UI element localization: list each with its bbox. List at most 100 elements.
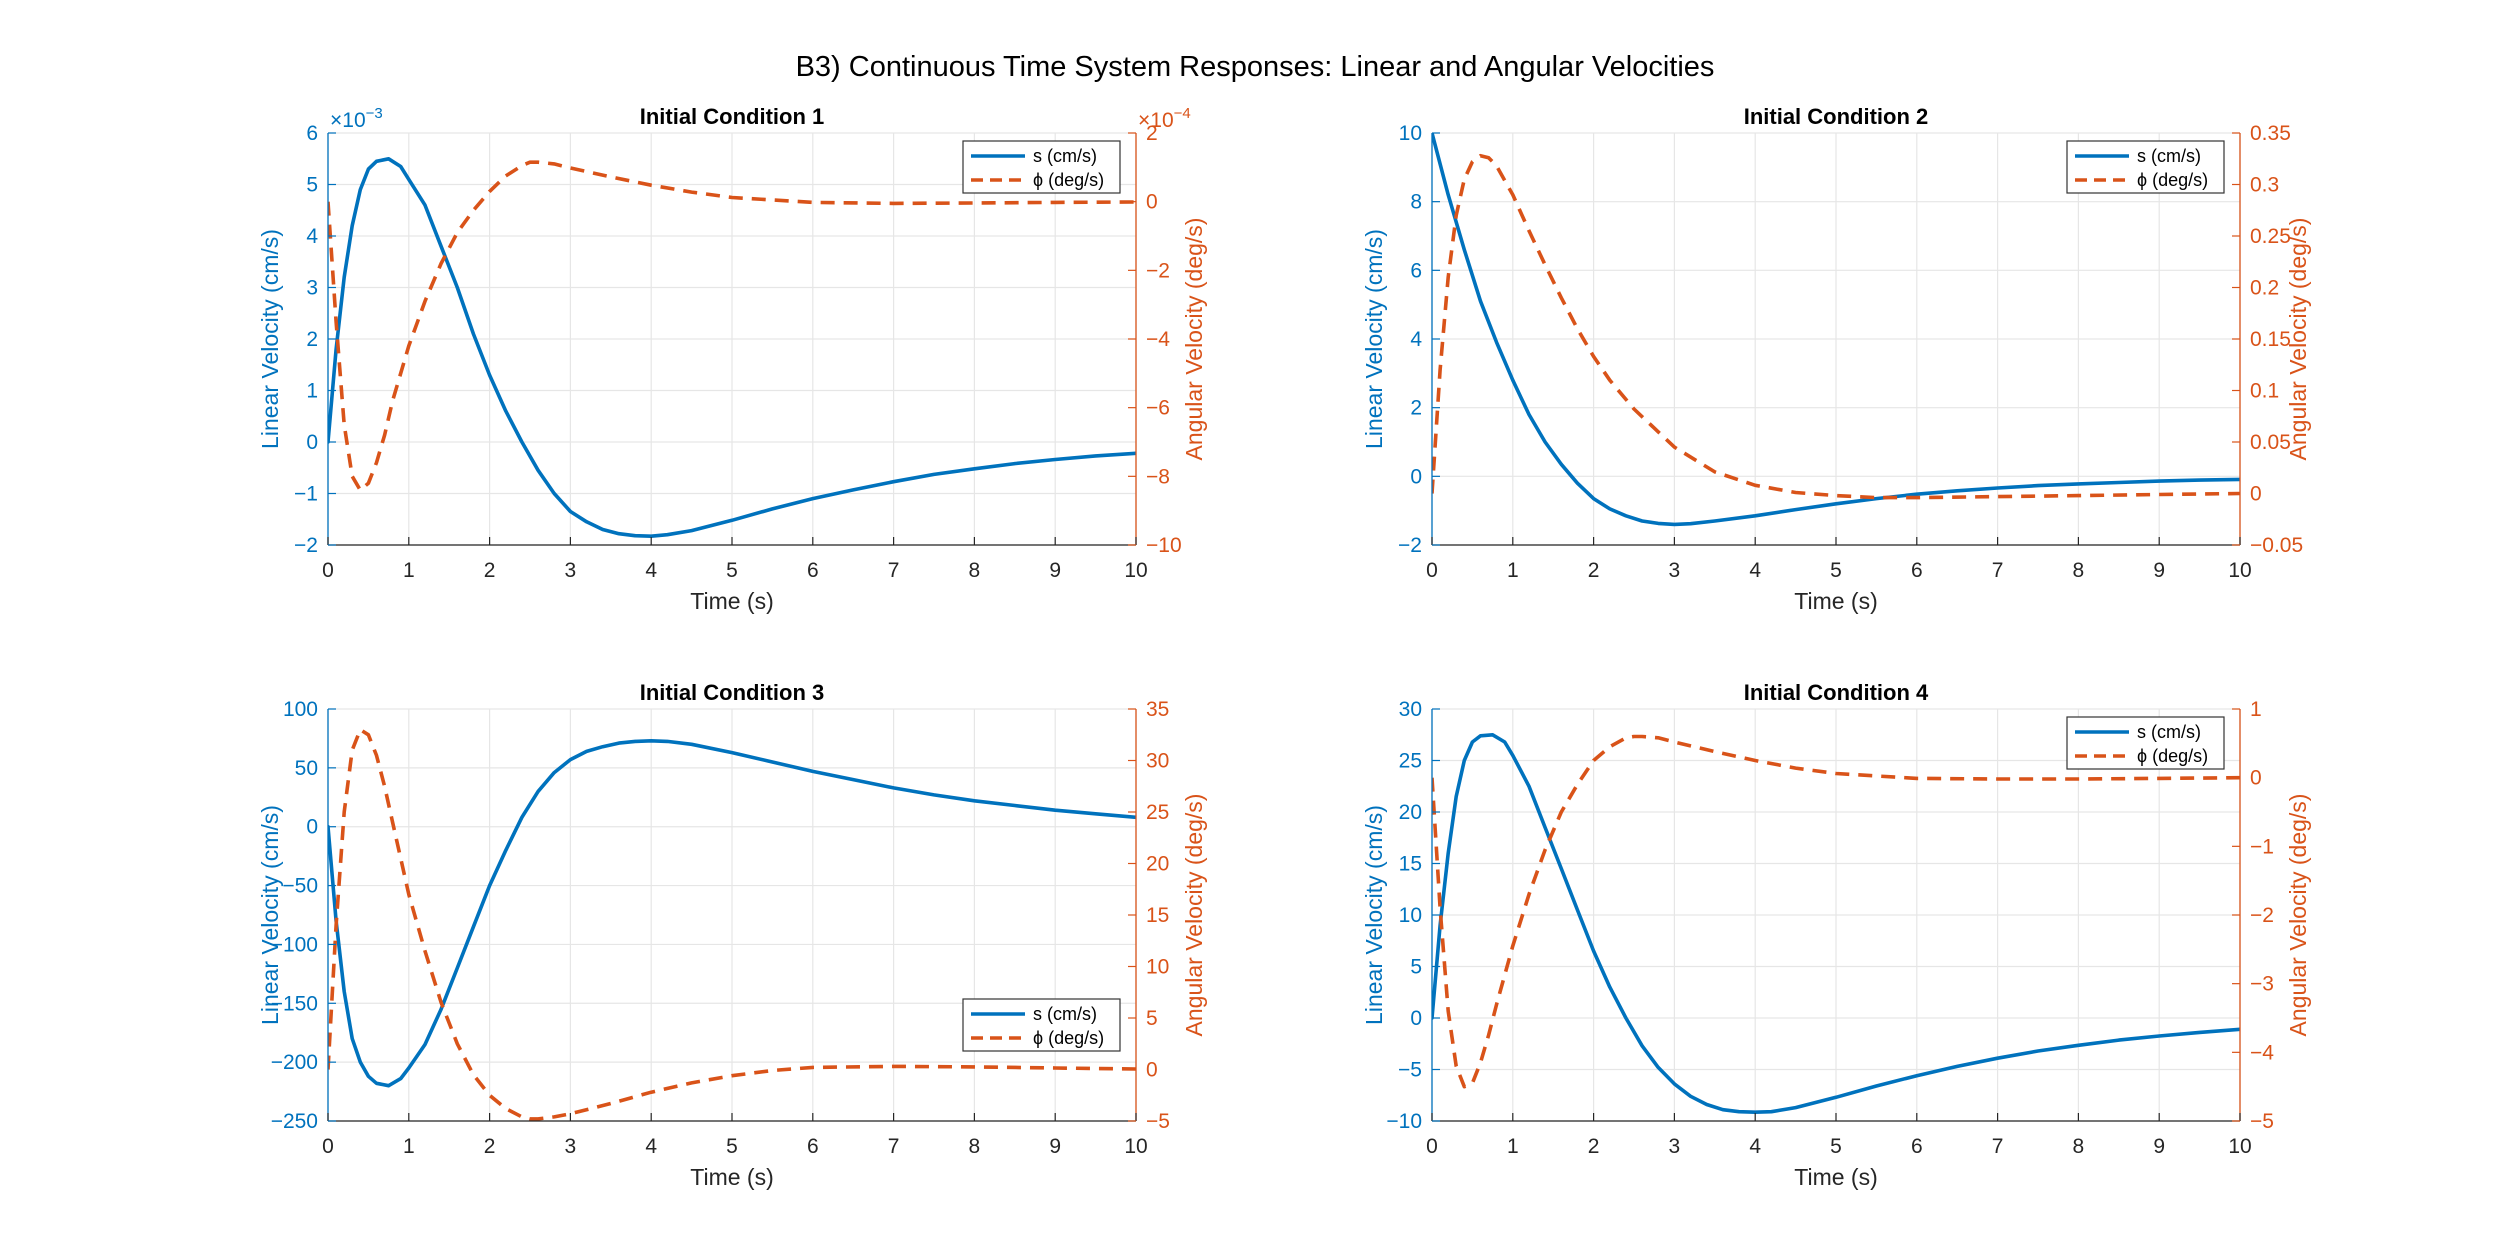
left-y-axis-label: Linear Velocity (cm/s) bbox=[257, 805, 283, 1025]
right-y-tick-label: 35 bbox=[1146, 698, 1169, 721]
left-y-tick-label: −2 bbox=[1398, 534, 1422, 557]
legend: s (cm/s) ϕ (deg/s) bbox=[2066, 140, 2225, 194]
right-y-tick-label: 0 bbox=[2250, 483, 2262, 506]
left-y-tick-label: 50 bbox=[295, 757, 318, 780]
right-y-tick-label: 2 bbox=[1146, 122, 1158, 145]
left-y-tick-label: −150 bbox=[271, 992, 318, 1015]
figure-title: B3) Continuous Time System Responses: Li… bbox=[796, 51, 1715, 83]
legend-label: s (cm/s) bbox=[2137, 722, 2201, 742]
exponent-base: ×10 bbox=[330, 109, 366, 132]
left-y-tick-label: 25 bbox=[1399, 750, 1422, 773]
x-tick-label: 10 bbox=[1124, 559, 1147, 582]
left-y-tick-label: 10 bbox=[1399, 122, 1422, 145]
legend-label: s (cm/s) bbox=[2137, 146, 2201, 166]
subplot-title: Initial Condition 2 bbox=[1744, 104, 1929, 129]
left-y-tick-label: 10 bbox=[1399, 904, 1422, 927]
legend-label: ϕ (deg/s) bbox=[2137, 746, 2208, 766]
left-y-tick-label: −1 bbox=[294, 483, 318, 506]
x-tick-label: 0 bbox=[322, 1135, 334, 1158]
x-tick-label: 9 bbox=[1049, 1135, 1061, 1158]
x-tick-label: 10 bbox=[2228, 559, 2251, 582]
right-y-tick-label: 0.3 bbox=[2250, 174, 2279, 197]
left-y-tick-label: 30 bbox=[1399, 698, 1422, 721]
left-y-tick-label: 3 bbox=[306, 277, 318, 300]
subplot-2: 0 1 2 3 4 5 6 7 8 9 10−20246810−0.0500.050.10.150.… bbox=[1361, 104, 2311, 614]
x-tick-label: 7 bbox=[888, 559, 900, 582]
x-tick-label: 6 bbox=[807, 559, 819, 582]
right-y-axis-label: Angular Velocity (deg/s) bbox=[1181, 794, 1207, 1037]
x-tick-label: 1 bbox=[1507, 1135, 1519, 1158]
left-y-tick-label: −50 bbox=[282, 875, 318, 898]
right-y-tick-label: −5 bbox=[2250, 1110, 2274, 1133]
left-y-tick-label: −10 bbox=[1386, 1110, 1422, 1133]
angular-velocity-line bbox=[1432, 734, 2240, 1089]
x-tick-label: 9 bbox=[2153, 1135, 2165, 1158]
left-y-tick-label: 6 bbox=[1410, 259, 1422, 282]
right-y-tick-label: 0 bbox=[1146, 191, 1158, 214]
angular-velocity-line bbox=[1432, 153, 2240, 500]
x-tick-label: 1 bbox=[1507, 559, 1519, 582]
legend-box bbox=[962, 998, 1121, 1052]
angular-velocity-line bbox=[328, 727, 1136, 1121]
legend-label: s (cm/s) bbox=[1033, 1004, 1097, 1024]
x-tick-label: 0 bbox=[1426, 559, 1438, 582]
x-tick-label: 0 bbox=[322, 559, 334, 582]
right-axis-exponent: ×10−4 bbox=[1138, 105, 1191, 132]
x-tick-label: 3 bbox=[1669, 559, 1681, 582]
right-y-tick-label: −5 bbox=[1146, 1110, 1170, 1133]
x-tick-label: 8 bbox=[969, 559, 981, 582]
right-y-tick-label: 0.25 bbox=[2250, 225, 2291, 248]
left-y-tick-label: 1 bbox=[306, 380, 318, 403]
linear-velocity-line bbox=[328, 157, 1136, 539]
x-tick-label: 0 bbox=[1426, 1135, 1438, 1158]
right-y-tick-label: 20 bbox=[1146, 853, 1169, 876]
legend: s (cm/s) ϕ (deg/s) bbox=[2066, 716, 2225, 770]
x-axis-label: Time (s) bbox=[690, 588, 773, 614]
subplots: 0 1 2 3 4 5 6 7 8 9 10−2−10123456−10−8−6−4−202×10−… bbox=[257, 104, 2311, 1190]
legend-label: ϕ (deg/s) bbox=[2137, 170, 2208, 190]
left-y-tick-label: −5 bbox=[1398, 1059, 1422, 1082]
x-tick-label: 7 bbox=[888, 1135, 900, 1158]
left-y-axis-label: Linear Velocity (cm/s) bbox=[1361, 805, 1387, 1025]
x-tick-label: 7 bbox=[1992, 1135, 2004, 1158]
x-tick-label: 10 bbox=[1124, 1135, 1147, 1158]
right-y-tick-label: −1 bbox=[2250, 835, 2274, 858]
right-y-axis-label: Angular Velocity (deg/s) bbox=[2285, 794, 2311, 1037]
legend-label: ϕ (deg/s) bbox=[1033, 1028, 1104, 1048]
x-tick-label: 5 bbox=[726, 559, 738, 582]
left-y-tick-label: −2 bbox=[294, 534, 318, 557]
left-y-tick-label: 6 bbox=[306, 122, 318, 145]
right-y-tick-label: 0.35 bbox=[2250, 122, 2291, 145]
right-y-tick-label: 25 bbox=[1146, 801, 1169, 824]
x-tick-label: 9 bbox=[2153, 559, 2165, 582]
subplot-3: 0 1 2 3 4 5 6 7 8 9 10−250−200−150−100−50050100−50… bbox=[257, 680, 1207, 1190]
linear-velocity-line bbox=[328, 738, 1136, 1088]
x-tick-label: 6 bbox=[1911, 559, 1923, 582]
left-y-tick-label: 15 bbox=[1399, 853, 1422, 876]
left-y-tick-label: 4 bbox=[306, 225, 318, 248]
right-y-axis-label: Angular Velocity (deg/s) bbox=[2285, 218, 2311, 461]
right-y-tick-label: −2 bbox=[2250, 904, 2274, 927]
angular-velocity-line bbox=[328, 160, 1136, 492]
legend-box bbox=[2066, 140, 2225, 194]
x-tick-label: 6 bbox=[807, 1135, 819, 1158]
right-y-tick-label: −10 bbox=[1146, 534, 1182, 557]
subplot-title: Initial Condition 1 bbox=[640, 104, 825, 129]
right-y-tick-label: 0.05 bbox=[2250, 431, 2291, 454]
left-y-tick-label: −200 bbox=[271, 1051, 318, 1074]
x-tick-label: 4 bbox=[1749, 559, 1761, 582]
right-y-axis-label: Angular Velocity (deg/s) bbox=[1181, 218, 1207, 461]
x-tick-label: 1 bbox=[403, 1135, 415, 1158]
x-axis-label: Time (s) bbox=[690, 1164, 773, 1190]
right-y-tick-label: 5 bbox=[1146, 1007, 1158, 1030]
legend-box bbox=[962, 140, 1121, 194]
right-y-tick-label: 0.1 bbox=[2250, 380, 2279, 403]
x-tick-label: 2 bbox=[1588, 1135, 1600, 1158]
right-y-tick-label: −6 bbox=[1146, 397, 1170, 420]
left-y-tick-label: 2 bbox=[306, 328, 318, 351]
x-tick-label: 4 bbox=[1749, 1135, 1761, 1158]
x-tick-label: 4 bbox=[645, 559, 657, 582]
x-tick-label: 5 bbox=[1830, 1135, 1842, 1158]
left-y-tick-label: 100 bbox=[283, 698, 318, 721]
